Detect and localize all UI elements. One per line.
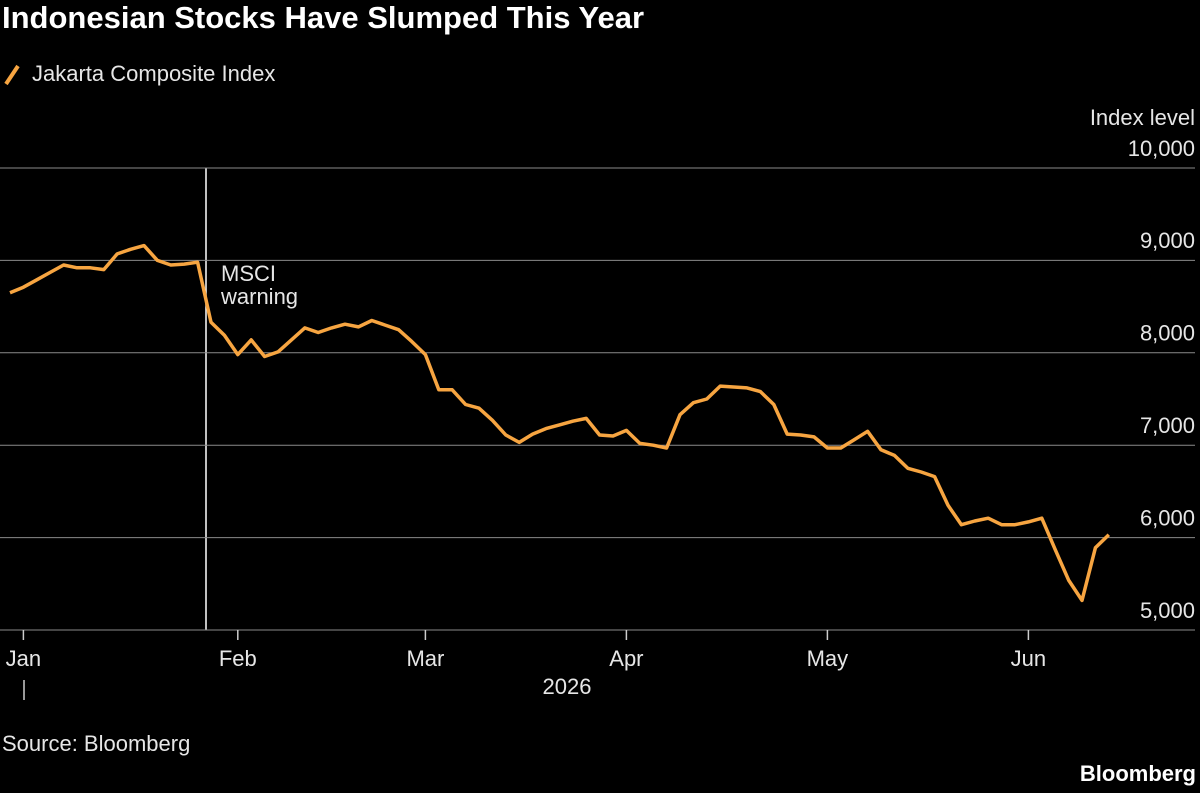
y-tick-label: 6,000: [1140, 505, 1195, 530]
source: Source: Bloomberg: [2, 731, 190, 756]
y-axis-label: Index level: [1090, 105, 1195, 130]
x-tick-label: May: [807, 646, 849, 671]
x-tick-label: Jan: [6, 646, 41, 671]
x-tick-label: Apr: [609, 646, 643, 671]
x-axis-label: 2026: [543, 674, 592, 699]
y-tick-label: 8,000: [1140, 321, 1195, 346]
y-tick-label: 5,000: [1140, 598, 1195, 623]
x-tick-label: Mar: [406, 646, 444, 671]
x-tick-label: Jun: [1011, 646, 1046, 671]
legend-label: Jakarta Composite Index: [32, 61, 275, 86]
y-tick-label: 9,000: [1140, 228, 1195, 253]
chart-title: Indonesian Stocks Have Slumped This Year: [2, 0, 644, 35]
series-line: [9, 243, 1111, 603]
y-tick-label: 10,000: [1128, 136, 1195, 161]
annotation: MSCI warning: [221, 261, 299, 309]
brand: Bloomberg: [1080, 761, 1196, 786]
y-tick-label: 7,000: [1140, 413, 1195, 438]
x-tick-label: Feb: [219, 646, 257, 671]
legend-swatch: [4, 64, 20, 86]
